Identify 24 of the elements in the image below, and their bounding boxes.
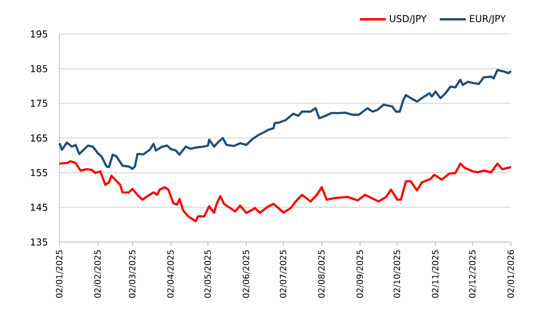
x-tick-label: 02/04/2025 [167, 250, 174, 298]
x-tick-label: 02/06/2025 [242, 250, 250, 298]
y-tick-label: 135 [30, 238, 48, 246]
x-tick-label: 02/11/2025 [432, 250, 440, 298]
x-tick-label: 02/05/2025 [204, 250, 212, 298]
legend-label: USD/JPY [390, 15, 427, 24]
x-tick-label: 02/12/2025 [469, 250, 476, 298]
y-tick-label: 175 [30, 100, 48, 107]
x-tick-label: 02/07/2025 [280, 250, 287, 298]
x-tick-label: 02/08/2025 [318, 250, 326, 298]
x-tick-label: 02/01/2025 [56, 250, 64, 298]
y-tick-label: 195 [30, 30, 48, 38]
y-tick-label: 145 [30, 204, 48, 211]
y-tick-label: 155 [30, 169, 48, 176]
x-tick-label: 02/03/2025 [128, 250, 136, 298]
x-tick-label: 02/10/2025 [394, 250, 401, 298]
line-series [58, 160, 512, 222]
legend-label: EUR/JPY [470, 15, 506, 24]
x-tick-label: 02/02/2025 [94, 250, 102, 298]
x-tick-label: 02/09/2025 [356, 250, 364, 298]
y-tick-label: 185 [30, 65, 48, 72]
y-tick-label: 165 [30, 134, 48, 142]
x-tick-label: 02/01/2026 [507, 250, 515, 298]
line-series [58, 68, 512, 170]
